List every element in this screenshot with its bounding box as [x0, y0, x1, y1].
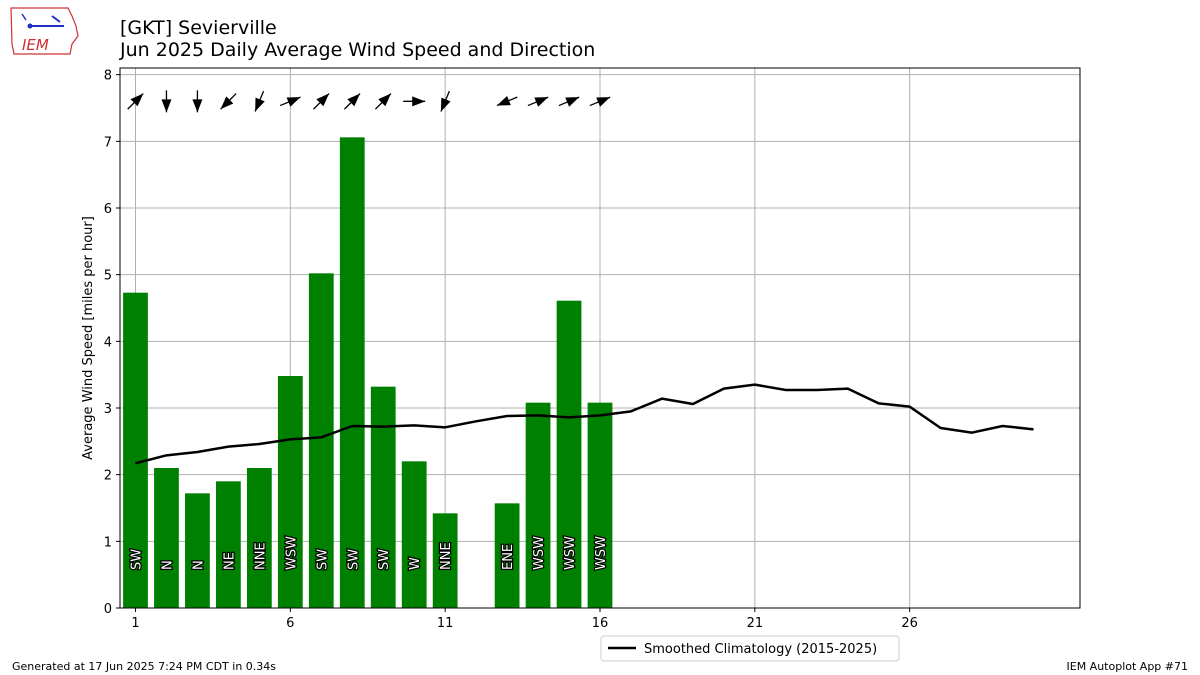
wind-arrow-head	[378, 93, 392, 107]
wind-arrow-day-13	[496, 95, 518, 107]
direction-label-day-4: NE	[222, 552, 237, 570]
direction-label-day-6: WSW	[284, 536, 299, 570]
direction-labels: SW N N NE NNE WSW SW SW SW W NNE ENE WSW WSW WSW	[128, 535, 610, 572]
footer-app-id: IEM Autoplot App #71	[1066, 660, 1189, 673]
x-tick-label: 21	[747, 616, 764, 631]
bar-day-14	[525, 402, 551, 608]
climatology-line	[135, 383, 1034, 465]
bar-day-9	[370, 386, 396, 608]
wind-arrow-day-11	[440, 90, 451, 112]
chart-title-station: [GKT] Sevierville	[120, 17, 277, 39]
x-tick-label: 1	[131, 616, 139, 631]
y-tick-label: 1	[104, 535, 112, 550]
wind-arrow-day-3	[192, 90, 203, 113]
direction-label-day-7: SW	[315, 549, 330, 570]
wind-arrow-day-5	[254, 90, 265, 112]
direction-label-day-16: WSW	[594, 536, 609, 570]
x-tick-label: 16	[592, 616, 609, 631]
iem-logo-graphic: IEM	[10, 7, 79, 55]
y-tick-label: 5	[104, 269, 112, 284]
chart-title: Jun 2025 Daily Average Wind Speed and Di…	[120, 39, 596, 61]
bar-day-3	[185, 493, 210, 608]
iem-logo: IEM	[6, 4, 82, 60]
y-tick-label: 8	[104, 69, 112, 84]
footer-generated: Generated at 17 Jun 2025 7:24 PM CDT in …	[12, 660, 277, 673]
y-tick-label: 0	[104, 602, 112, 617]
wind-arrow-head	[440, 97, 451, 112]
x-tick-label: 11	[437, 616, 454, 631]
wind-arrow-head	[220, 96, 234, 110]
wind-arrow-day-9	[374, 93, 392, 110]
legend-label-climatology: Smoothed Climatology (2015-2025)	[644, 642, 877, 657]
wind-arrow-head	[412, 96, 426, 107]
wind-arrow-day-1	[127, 93, 144, 110]
legend: Smoothed Climatology (2015-2025)	[600, 635, 900, 662]
wind-arrow-day-2	[161, 90, 172, 113]
bar-day-6	[277, 376, 303, 608]
wind-arrow-head	[161, 99, 172, 113]
bar-day-13	[494, 503, 520, 608]
wind-arrow-head	[192, 99, 203, 113]
direction-label-day-1: SW	[129, 549, 144, 570]
wind-arrow-head	[534, 97, 549, 107]
direction-label-day-10: W	[408, 557, 423, 570]
wind-arrow-head	[565, 97, 580, 107]
bar-day-11	[432, 513, 458, 608]
direction-label-day-3: N	[191, 560, 206, 570]
y-tick-label: 6	[104, 202, 112, 217]
y-tick-label: 7	[104, 135, 112, 150]
wind-arrow-head	[286, 97, 301, 107]
wind-arrow-head	[316, 93, 330, 107]
wind-arrow-day-10	[403, 96, 426, 107]
bar-series	[123, 137, 613, 609]
direction-label-day-14: WSW	[532, 536, 547, 570]
bar-day-16	[587, 402, 613, 608]
direction-label-day-9: SW	[377, 549, 392, 570]
bar-day-10	[401, 461, 427, 608]
wind-arrow-head	[255, 97, 265, 112]
wind-arrow-day-4	[220, 93, 237, 110]
wind-arrow-head	[347, 93, 361, 107]
y-axis-label: Average Wind Speed [miles per hour]	[81, 216, 96, 460]
direction-label-day-15: WSW	[563, 536, 578, 570]
bar-day-5	[246, 468, 272, 608]
wind-direction-arrows	[127, 90, 611, 113]
bar-day-1	[123, 292, 148, 608]
bar-day-2	[154, 468, 179, 608]
wind-arrow-day-7	[313, 93, 330, 110]
direction-label-day-8: SW	[346, 549, 361, 570]
direction-label-day-2: N	[160, 560, 175, 570]
x-tick-label: 6	[286, 616, 294, 631]
direction-label-day-11: NNE	[439, 542, 454, 570]
wind-arrow-day-14	[527, 96, 549, 107]
logo-text: IEM	[22, 36, 49, 54]
direction-label-day-5: NNE	[253, 542, 268, 570]
wind-arrow-head	[130, 93, 144, 107]
wind-arrow-head	[496, 95, 511, 106]
x-tick-label: 26	[901, 616, 918, 631]
wind-arrow-day-15	[558, 96, 580, 107]
wind-arrow-day-16	[589, 96, 611, 107]
wind-arrow-day-6	[279, 96, 301, 107]
bar-day-7	[308, 273, 334, 608]
y-tick-label: 4	[104, 335, 112, 350]
bar-day-4	[216, 481, 241, 608]
bar-day-15	[556, 300, 582, 608]
y-tick-label: 2	[104, 469, 112, 484]
wind-arrow-head	[596, 97, 611, 107]
climatology-series	[135, 383, 1034, 465]
y-tick-label: 3	[104, 402, 112, 417]
legend-box	[600, 635, 900, 662]
direction-label-day-13: ENE	[501, 544, 516, 570]
wind-arrow-day-8	[344, 93, 361, 110]
bar-day-8	[339, 137, 365, 609]
